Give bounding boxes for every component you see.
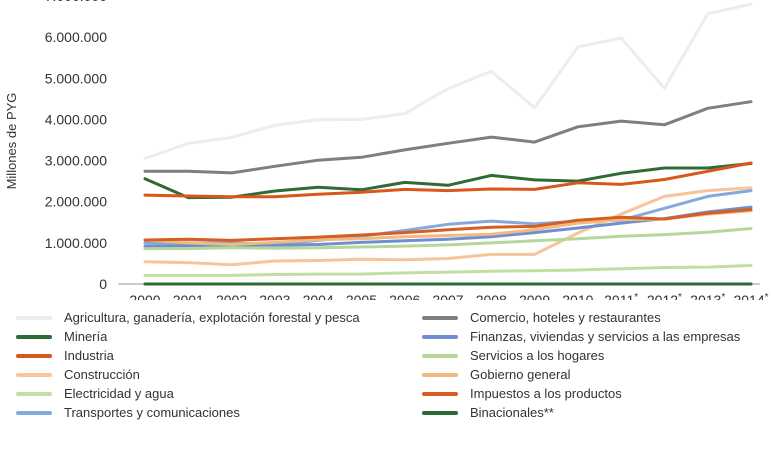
legend-label: Gobierno general <box>470 367 571 382</box>
y-tick-label: 0 <box>99 276 107 292</box>
legend-label: Construcción <box>64 367 140 382</box>
series-line-4 <box>143 186 753 267</box>
y-tick-label: 6.000.000 <box>45 29 107 45</box>
legend-label: Comercio, hoteles y restaurantes <box>470 310 661 325</box>
y-tick-label: 1.000.000 <box>45 235 107 251</box>
x-tick-label: 2008 <box>476 292 507 300</box>
legend-swatch <box>16 373 52 377</box>
legend-swatch <box>422 335 458 339</box>
x-tick-label: 2003 <box>259 292 290 300</box>
legend-swatch <box>16 335 52 339</box>
series-line-9 <box>143 227 753 251</box>
x-tick-label: 2009 <box>519 292 550 300</box>
legend-item: Minería <box>16 328 107 346</box>
legend-label: Agricultura, ganadería, explotación fore… <box>64 310 360 325</box>
x-tick-label: 2010 <box>562 292 593 300</box>
legend-item: Servicios a los hogares <box>422 347 604 365</box>
y-tick-label: 7.000.000 <box>45 0 107 4</box>
legend-swatch <box>16 316 52 320</box>
series-line-11 <box>143 208 753 242</box>
legend-item: Finanzas, viviendas y servicios a las em… <box>422 328 740 346</box>
legend-item: Binacionales** <box>422 404 554 422</box>
x-tick-label: 2011* <box>604 292 638 300</box>
legend-item: Electricidad y agua <box>16 385 174 403</box>
x-tick-label: 2000 <box>129 292 160 300</box>
y-tick-label: 4.000.000 <box>45 111 107 127</box>
series-line-2 <box>143 162 753 200</box>
x-tick-label: 2012* <box>647 292 682 300</box>
x-tick-label: 2001 <box>173 292 204 300</box>
legend-swatch <box>422 373 458 377</box>
x-tick-label: 2007 <box>432 292 463 300</box>
x-tick-label: 2002 <box>216 292 247 300</box>
x-tick-label: 2004 <box>303 292 334 300</box>
x-tick-label: 2013* <box>690 292 725 300</box>
legend-swatch <box>422 411 458 415</box>
legend-label: Electricidad y agua <box>64 386 174 401</box>
legend-swatch <box>422 316 458 320</box>
y-tick-label: 2.000.000 <box>45 194 107 210</box>
legend-swatch <box>422 392 458 396</box>
series-line-5 <box>143 264 753 277</box>
legend-label: Finanzas, viviendas y servicios a las em… <box>470 329 741 344</box>
legend-label: Binacionales** <box>470 405 554 420</box>
series-line-7 <box>143 100 753 175</box>
legend-label: Servicios a los hogares <box>470 348 605 363</box>
legend-item: Agricultura, ganadería, explotación fore… <box>16 309 360 327</box>
legend-item: Construcción <box>16 366 140 384</box>
legend-label: Impuestos a los productos <box>470 386 622 401</box>
series-line-3 <box>143 161 753 199</box>
y-axis-label: Millones de PYG <box>4 93 19 190</box>
x-tick-label: 2014* <box>733 292 768 300</box>
legend-label: Minería <box>64 329 108 344</box>
chart-legend: Agricultura, ganadería, explotación fore… <box>16 309 766 449</box>
x-tick-label: 2005 <box>346 292 377 300</box>
x-axis-ticks: 2000 2001 2002 2003 2004 2005 2006 2007 2008 2009… <box>129 292 768 300</box>
series-line-1 <box>143 2 753 160</box>
legend-item: Transportes y comunicaciones <box>16 404 240 422</box>
legend-swatch <box>16 411 52 415</box>
legend-swatch <box>422 354 458 358</box>
y-axis-ticks: 0 1.000.000 2.000.000 3.000.000 4.000.000 5.0… <box>45 0 108 292</box>
legend-label: Industria <box>64 348 114 363</box>
series-lines <box>143 2 753 286</box>
legend-swatch <box>16 392 52 396</box>
line-chart: Millones de PYG 0 1.000.000 2.000.000 3.000… <box>4 0 769 300</box>
legend-item: Impuestos a los productos <box>422 385 622 403</box>
y-tick-label: 3.000.000 <box>45 153 107 169</box>
legend-swatch <box>16 354 52 358</box>
legend-item: Gobierno general <box>422 366 570 384</box>
y-axis-label-group: Millones de PYG <box>4 93 19 190</box>
legend-item: Industria <box>16 347 114 365</box>
legend-label: Transportes y comunicaciones <box>64 405 240 420</box>
y-tick-label: 5.000.000 <box>45 70 107 86</box>
x-tick-label: 2006 <box>389 292 420 300</box>
legend-item: Comercio, hoteles y restaurantes <box>422 309 661 327</box>
